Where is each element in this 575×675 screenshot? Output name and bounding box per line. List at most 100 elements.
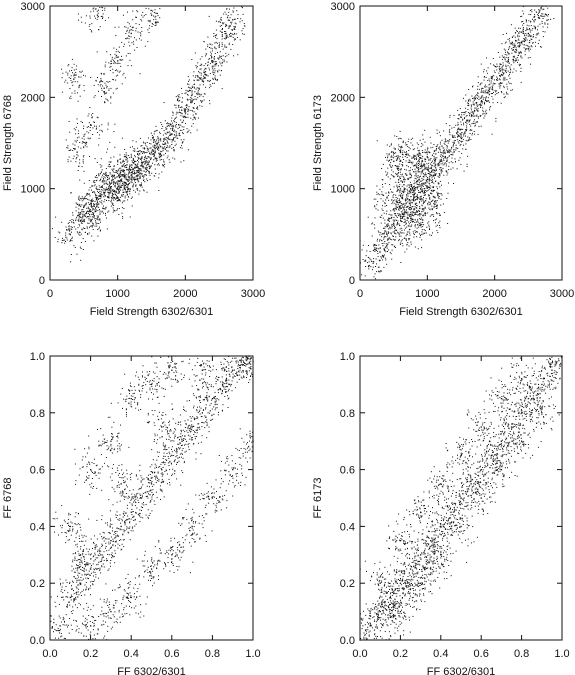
data-point	[456, 168, 458, 170]
data-point	[126, 158, 128, 160]
data-point	[433, 186, 435, 188]
data-point	[118, 190, 120, 192]
data-point	[499, 82, 501, 84]
data-point	[65, 232, 67, 234]
data-point	[69, 88, 71, 89]
data-point	[178, 94, 180, 96]
data-point	[423, 209, 425, 211]
data-point	[437, 188, 438, 190]
data-point	[394, 226, 396, 228]
data-point	[143, 159, 145, 160]
data-point	[494, 91, 496, 93]
data-point	[532, 18, 533, 20]
data-point	[501, 55, 503, 57]
data-point	[421, 208, 423, 210]
data-point	[239, 39, 241, 41]
data-point	[390, 151, 392, 153]
data-point	[436, 207, 438, 209]
data-point	[419, 153, 421, 155]
data-point	[409, 155, 411, 157]
data-point	[203, 75, 204, 77]
data-point	[407, 178, 409, 180]
data-point	[435, 153, 437, 155]
data-point	[395, 204, 397, 206]
data-point	[422, 233, 424, 235]
data-point	[483, 97, 485, 99]
data-point	[383, 248, 385, 250]
data-point	[475, 102, 477, 103]
data-point	[510, 43, 512, 45]
data-point	[139, 172, 141, 174]
data-point	[214, 42, 216, 44]
data-point	[136, 178, 138, 180]
data-point	[502, 72, 504, 74]
data-point	[404, 191, 406, 193]
data-point	[116, 57, 118, 59]
data-point	[432, 214, 434, 216]
data-point	[109, 187, 111, 188]
data-point	[117, 198, 119, 199]
data-point	[99, 210, 101, 212]
data-point	[118, 56, 120, 58]
data-point	[95, 180, 97, 182]
data-point	[409, 232, 411, 234]
data-point	[108, 192, 110, 194]
data-point	[120, 59, 122, 61]
data-point	[86, 194, 88, 196]
data-point	[518, 39, 520, 41]
data-point	[110, 65, 112, 67]
data-point	[419, 179, 420, 181]
data-point	[141, 30, 143, 32]
data-point	[137, 171, 139, 173]
data-point	[418, 209, 420, 211]
data-point	[399, 150, 401, 152]
data-point	[528, 35, 530, 37]
data-point	[143, 15, 145, 17]
data-point	[97, 202, 99, 204]
data-point	[397, 155, 399, 157]
data-point	[423, 232, 425, 234]
data-point	[390, 188, 391, 190]
data-point	[224, 44, 226, 46]
data-point	[509, 82, 511, 84]
data-point	[408, 177, 410, 179]
data-point	[499, 87, 501, 89]
data-point	[407, 153, 409, 155]
data-point	[212, 65, 214, 67]
data-point	[106, 200, 107, 201]
data-point	[58, 615, 60, 617]
data-point	[413, 215, 415, 217]
data-point	[167, 131, 169, 133]
data-point	[233, 39, 235, 41]
data-point	[432, 199, 434, 201]
data-point	[428, 194, 430, 196]
data-point	[118, 169, 120, 171]
data-point	[420, 157, 422, 159]
data-point	[83, 213, 85, 215]
data-point	[413, 192, 415, 194]
data-point	[162, 125, 164, 127]
data-point	[522, 24, 524, 26]
data-point	[421, 164, 423, 166]
data-point	[117, 208, 118, 210]
data-point	[101, 9, 103, 11]
data-point	[144, 148, 146, 149]
data-point	[428, 159, 429, 161]
data-point	[482, 111, 484, 113]
data-point	[156, 158, 158, 159]
data-point	[431, 209, 433, 211]
data-point	[145, 152, 147, 153]
data-point	[98, 137, 100, 139]
data-point	[429, 159, 431, 161]
data-point	[97, 12, 99, 14]
data-point	[75, 228, 77, 230]
data-point	[124, 178, 126, 180]
data-point	[483, 69, 485, 71]
data-point	[113, 79, 114, 81]
data-point	[456, 132, 458, 134]
data-point	[181, 106, 183, 108]
data-point	[471, 95, 473, 97]
data-point	[128, 169, 130, 171]
data-point	[230, 48, 232, 50]
data-point	[96, 195, 98, 197]
